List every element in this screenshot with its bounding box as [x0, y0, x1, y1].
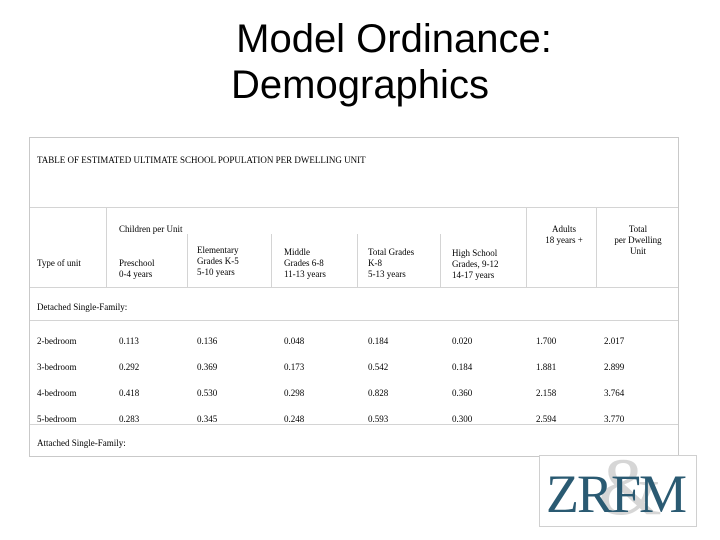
row-label: 3-bedroom [37, 362, 77, 372]
row-label: 2-bedroom [37, 336, 77, 346]
slide-title: Model Ordinance: Demographics [0, 16, 720, 108]
total-per-dwelling-header: Total per Dwelling Unit [614, 224, 662, 256]
table-cell: 0.298 [284, 388, 305, 398]
table-cell: 0.828 [368, 388, 389, 398]
logo-wordmark: ZRFM [546, 464, 687, 524]
zrfm-logo: & ZRFM [539, 455, 697, 527]
grid-line [187, 234, 188, 287]
table-cell: 3.770 [604, 414, 625, 424]
table-cell: 0.369 [197, 362, 218, 372]
grid-line [30, 287, 678, 288]
table-cell: 0.173 [284, 362, 305, 372]
table-cell: 0.136 [197, 336, 218, 346]
table-cell: 0.593 [368, 414, 389, 424]
table-cell: 0.360 [452, 388, 473, 398]
grid-line [30, 207, 678, 208]
table-cell: 0.292 [119, 362, 140, 372]
table-cell: 0.020 [452, 336, 473, 346]
grid-line [30, 424, 678, 425]
table-cell: 2.594 [536, 414, 557, 424]
grid-line [357, 234, 358, 287]
table-cell: 2.158 [536, 388, 557, 398]
adults-header: Adults 18 years + [545, 224, 583, 245]
grid-line [106, 207, 107, 287]
table-cell: 1.700 [536, 336, 557, 346]
total-grades-header: Total Grades K-8 5-13 years [368, 247, 415, 279]
row-label: 4-bedroom [37, 388, 77, 398]
title-line-2: Demographics [231, 63, 489, 107]
grid-line [526, 207, 527, 287]
detached-section-label: Detached Single-Family: [37, 302, 128, 312]
preschool-header: Preschool 0-4 years [119, 258, 155, 279]
table-cell: 1.881 [536, 362, 557, 372]
title-line-1: Model Ordinance: [236, 17, 552, 61]
table-cell: 3.764 [604, 388, 625, 398]
grid-line [596, 207, 597, 287]
middle-header: Middle Grades 6-8 11-13 years [284, 247, 326, 279]
table-cell: 0.300 [452, 414, 473, 424]
logo-ampersand: & [598, 455, 662, 527]
table-cell: 0.184 [368, 336, 389, 346]
table-cell: 0.248 [284, 414, 305, 424]
grid-line [30, 320, 678, 321]
table-cell: 0.283 [119, 414, 140, 424]
table-cell: 0.184 [452, 362, 473, 372]
table-cell: 2.017 [604, 336, 625, 346]
school-population-table: TABLE OF ESTIMATED ULTIMATE SCHOOL POPUL… [29, 137, 679, 457]
table-cell: 0.048 [284, 336, 305, 346]
row-label: 5-bedroom [37, 414, 77, 424]
table-cell: 0.418 [119, 388, 140, 398]
grid-line [271, 234, 272, 287]
table-cell: 0.113 [119, 336, 139, 346]
children-per-unit-header: Children per Unit [119, 224, 183, 234]
table-cell: 0.542 [368, 362, 389, 372]
table-caption: TABLE OF ESTIMATED ULTIMATE SCHOOL POPUL… [37, 155, 366, 165]
table-cell: 0.530 [197, 388, 218, 398]
type-of-unit-header: Type of unit [37, 258, 81, 268]
table-cell: 2.899 [604, 362, 625, 372]
attached-section-label: Attached Single-Family: [37, 438, 126, 448]
elementary-header: Elementary Grades K-5 5-10 years [197, 245, 239, 277]
table-cell: 0.345 [197, 414, 218, 424]
high-school-header: High School Grades, 9-12 14-17 years [452, 248, 499, 280]
grid-line [440, 234, 441, 287]
